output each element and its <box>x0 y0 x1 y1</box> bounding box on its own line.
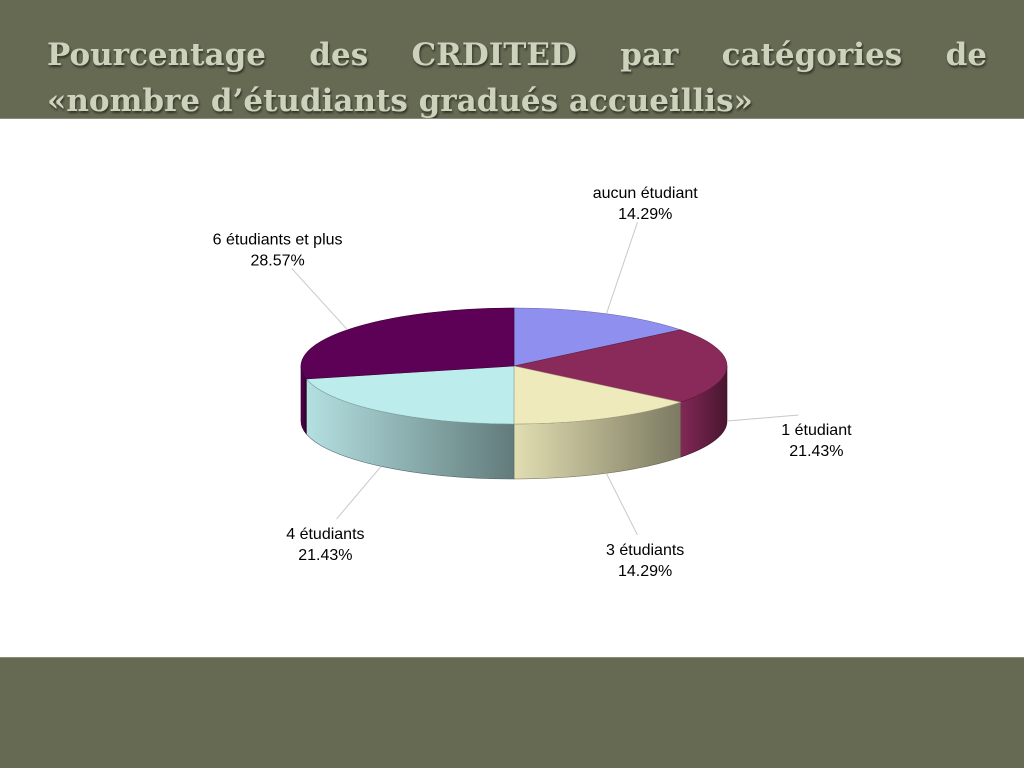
pie-slice-0 <box>513 307 682 367</box>
leader-line-3 <box>336 466 382 520</box>
pie-slice-2 <box>513 365 682 425</box>
leader-line-0 <box>605 222 638 314</box>
slice-label-value-1: 21.43% <box>789 443 843 460</box>
slice-label-value-3: 21.43% <box>298 547 352 564</box>
pie-slice-4 <box>300 307 515 380</box>
leader-line-2 <box>605 473 638 536</box>
slice-label-category-0: aucun étudiant <box>593 185 699 202</box>
pie-slice-3 <box>305 365 515 425</box>
slice-label-value-0: 14.29% <box>618 206 672 223</box>
pie-slice-1 <box>513 329 728 403</box>
pie-chart: aucun étudiant 14.29% 1 étudiant 21.43% 3 ét… <box>213 185 852 580</box>
slice-label-value-2: 14.29% <box>618 563 672 580</box>
slice-label-category-4: 6 étudiants et plus <box>213 231 343 248</box>
slice-label-category-3: 4 étudiants <box>286 526 364 543</box>
slice-label-value-4: 28.57% <box>250 252 304 269</box>
leader-line-1 <box>726 414 799 422</box>
slice-label-category-2: 3 étudiants <box>606 542 684 559</box>
slide-title: Pourcentage des CRDITED par catégories d… <box>47 37 987 119</box>
chart-panel: aucun étudiant 14.29% 1 étudiant 21.43% 3 ét… <box>0 118 1024 658</box>
slice-label-category-1: 1 étudiant <box>781 422 852 439</box>
leader-line-4 <box>291 267 348 331</box>
